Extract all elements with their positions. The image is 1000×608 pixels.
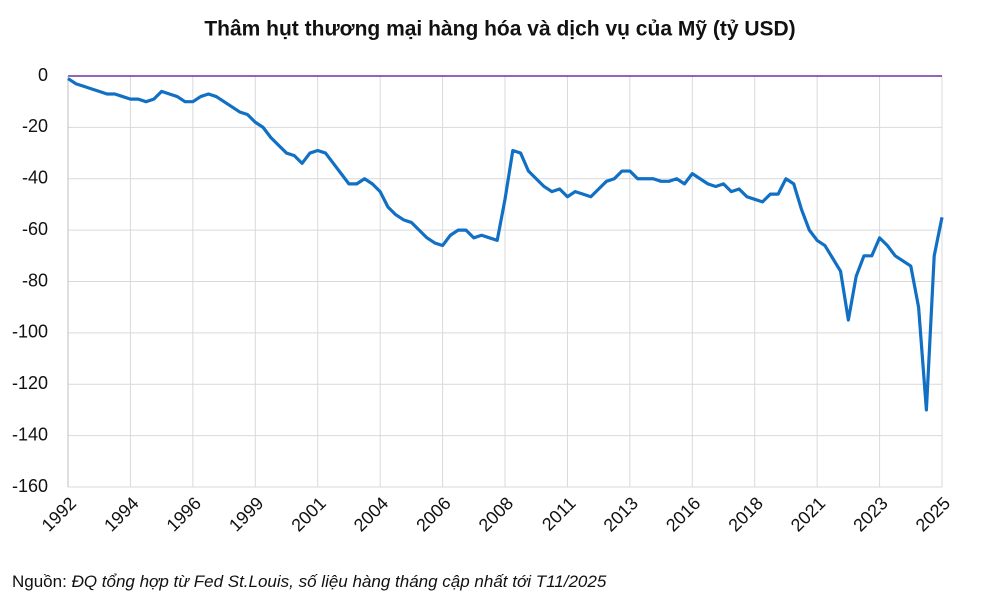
chart-title: Thâm hụt thương mại hàng hóa và dịch vụ … [204,18,795,41]
y-tick-label: -80 [22,270,48,290]
x-tick-label: 1994 [100,493,142,535]
y-tick-label: -120 [12,373,48,393]
x-tick-label: 1996 [163,493,205,535]
y-tick-label: -140 [12,424,48,444]
y-tick-label: -160 [12,476,48,496]
source-label: Nguồn: [12,572,67,591]
x-tick-label: 2008 [475,493,517,535]
x-tick-label: 2004 [350,493,392,535]
line-series [67,77,944,412]
x-tick-label: 2013 [600,493,642,535]
source: Nguồn: ĐQ tổng hợp từ Fed St.Louis, số l… [12,572,607,591]
x-tick-label: 2021 [787,493,829,535]
x-tick-label: 2025 [912,493,954,535]
y-tick-label: 0 [38,65,48,85]
source-text: ĐQ tổng hợp từ Fed St.Louis, số liệu hàn… [72,572,607,591]
y-tick-label: -60 [22,219,48,239]
x-tick-label: 2011 [538,493,580,535]
x-tick-label: 2006 [412,493,454,535]
y-tick-label: -20 [22,116,48,136]
y-tick-label: -40 [22,168,48,188]
x-tick-label: 2016 [662,493,704,535]
y-tick-label: -100 [12,322,48,342]
x-tick-label: 2023 [849,493,891,535]
x-tick-label: 1999 [225,493,267,535]
x-tick-label: 2018 [724,493,766,535]
x-tick-label: 1992 [38,493,80,535]
x-tick-label: 2001 [287,493,329,535]
